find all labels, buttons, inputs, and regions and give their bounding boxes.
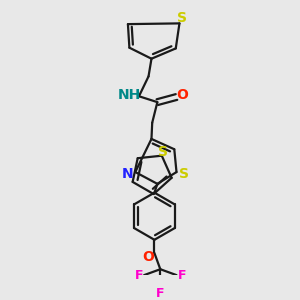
Text: O: O: [142, 250, 154, 264]
Text: F: F: [177, 269, 186, 282]
Text: N: N: [122, 167, 134, 181]
Text: NH: NH: [118, 88, 141, 102]
Text: S: S: [179, 167, 189, 181]
Text: O: O: [176, 88, 188, 102]
Text: S: S: [177, 11, 187, 25]
Text: F: F: [135, 269, 143, 282]
Text: S: S: [158, 145, 168, 159]
Text: F: F: [156, 287, 165, 300]
